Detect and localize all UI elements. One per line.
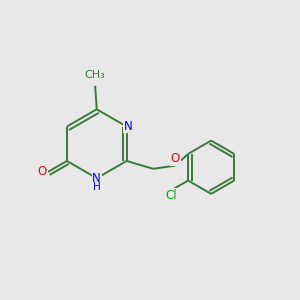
Text: Cl: Cl [165, 189, 177, 202]
Text: O: O [38, 165, 47, 178]
Text: H: H [93, 182, 100, 192]
Text: N: N [92, 172, 101, 185]
Text: N: N [124, 120, 132, 133]
Text: CH₃: CH₃ [85, 70, 106, 80]
Text: O: O [171, 152, 180, 165]
